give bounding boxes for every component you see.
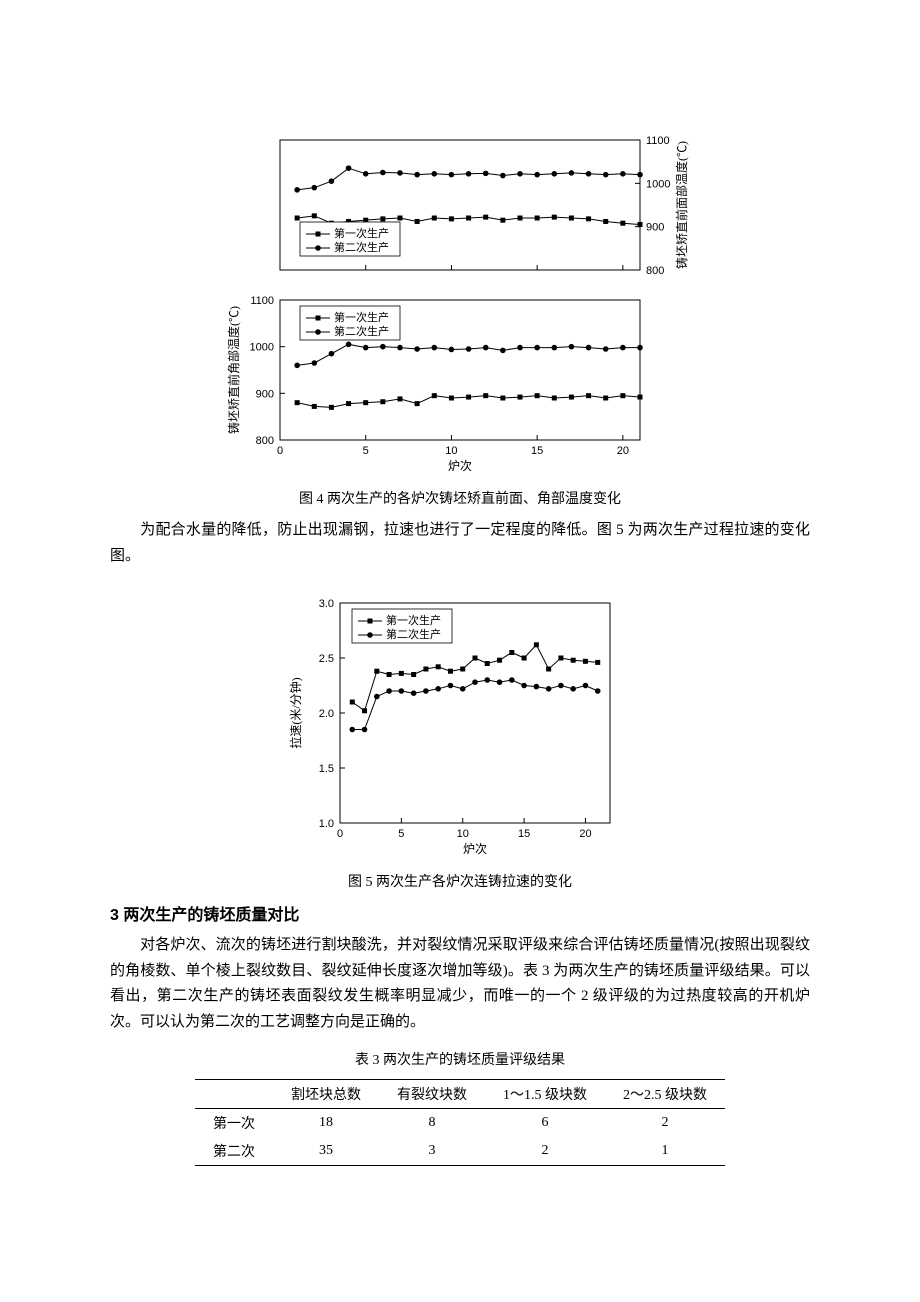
figure-5-caption: 图 5 两次生产各炉次连铸拉速的变化 xyxy=(110,871,810,891)
table-cell: 3 xyxy=(379,1137,485,1166)
paragraph-2: 对各炉次、流次的铸坯进行割块酸洗，并对裂纹情况采取评级来综合评估铸坯质量情况(按… xyxy=(110,933,810,1035)
table-cell: 1 xyxy=(605,1137,725,1166)
svg-text:5: 5 xyxy=(398,828,404,840)
figure-5: 1.0 1.5 2.0 2.5 3.0 0 5 10 15 20 炉次 拉速(米/分钟) 第一次生产第二… xyxy=(110,583,810,863)
svg-text:2.0: 2.0 xyxy=(319,708,334,720)
svg-text:1000: 1000 xyxy=(646,178,670,190)
svg-text:20: 20 xyxy=(617,445,629,457)
svg-text:0: 0 xyxy=(337,828,343,840)
table-cell: 6 xyxy=(485,1109,605,1138)
svg-text:第一次生产: 第一次生产 xyxy=(386,613,441,627)
svg-text:拉速(米/分钟): 拉速(米/分钟) xyxy=(288,677,303,748)
svg-text:炉次: 炉次 xyxy=(448,459,472,473)
table-header-cell: 割坯块总数 xyxy=(273,1080,379,1109)
svg-text:800: 800 xyxy=(646,265,664,277)
table-3: 割坯块总数有裂纹块数1～1.5 级块数2～2.5 级块数 第一次18862第二次… xyxy=(195,1079,725,1166)
svg-text:第二次生产: 第二次生产 xyxy=(334,240,389,254)
svg-text:第一次生产: 第一次生产 xyxy=(334,226,389,240)
svg-text:900: 900 xyxy=(256,388,274,400)
svg-text:15: 15 xyxy=(518,828,530,840)
svg-text:800: 800 xyxy=(256,435,274,447)
table-cell: 2 xyxy=(605,1109,725,1138)
table-header-cell: 1～1.5 级块数 xyxy=(485,1080,605,1109)
table-cell: 第二次 xyxy=(195,1137,273,1166)
table-header-cell: 有裂纹块数 xyxy=(379,1080,485,1109)
table-cell: 第一次 xyxy=(195,1109,273,1138)
svg-text:炉次: 炉次 xyxy=(463,842,487,856)
svg-text:0: 0 xyxy=(277,445,283,457)
paragraph-1: 为配合水量的降低，防止出现漏钢，拉速也进行了一定程度的降低。图 5 为两次生产过… xyxy=(110,518,810,569)
table-row: 第一次18862 xyxy=(195,1109,725,1138)
svg-text:15: 15 xyxy=(531,445,543,457)
svg-text:铸坯矫直前角部温度(℃): 铸坯矫直前角部温度(℃) xyxy=(226,306,241,434)
svg-text:第二次生产: 第二次生产 xyxy=(386,627,441,641)
table-cell: 2 xyxy=(485,1137,605,1166)
svg-text:第二次生产: 第二次生产 xyxy=(334,324,389,338)
table-cell: 18 xyxy=(273,1109,379,1138)
svg-text:2.5: 2.5 xyxy=(319,653,334,665)
svg-text:第一次生产: 第一次生产 xyxy=(334,310,389,324)
svg-text:1000: 1000 xyxy=(250,342,274,354)
figure-4-caption: 图 4 两次生产的各炉次铸坯矫直前面、角部温度变化 xyxy=(110,488,810,508)
table-header-cell xyxy=(195,1080,273,1109)
svg-text:1100: 1100 xyxy=(646,135,670,147)
section-3-heading: 3 两次生产的铸坯质量对比 xyxy=(110,901,810,925)
svg-text:3.0: 3.0 xyxy=(319,598,334,610)
paragraph-2-text: 对各炉次、流次的铸坯进行割块酸洗，并对裂纹情况采取评级来综合评估铸坯质量情况(按… xyxy=(110,937,810,1030)
svg-text:10: 10 xyxy=(445,445,457,457)
svg-text:5: 5 xyxy=(363,445,369,457)
table-cell: 35 xyxy=(273,1137,379,1166)
figure-4: 800 900 1000 1100 800 900 1000 1100 0 5 10 15 20 炉次 铸坯… xyxy=(110,120,810,480)
paragraph-1-text: 为配合水量的降低，防止出现漏钢，拉速也进行了一定程度的降低。图 5 为两次生产过… xyxy=(110,522,810,564)
svg-text:900: 900 xyxy=(646,222,664,234)
svg-text:铸坯矫直前面部温度(℃): 铸坯矫直前面部温度(℃) xyxy=(674,141,689,269)
table-header-cell: 2～2.5 级块数 xyxy=(605,1080,725,1109)
table-3-caption: 表 3 两次生产的铸坯质量评级结果 xyxy=(110,1049,810,1069)
svg-text:20: 20 xyxy=(579,828,591,840)
svg-text:1.5: 1.5 xyxy=(319,763,334,775)
svg-text:10: 10 xyxy=(457,828,469,840)
svg-text:1.0: 1.0 xyxy=(319,818,334,830)
svg-text:1100: 1100 xyxy=(250,295,274,307)
table-cell: 8 xyxy=(379,1109,485,1138)
table-row: 第二次35321 xyxy=(195,1137,725,1166)
